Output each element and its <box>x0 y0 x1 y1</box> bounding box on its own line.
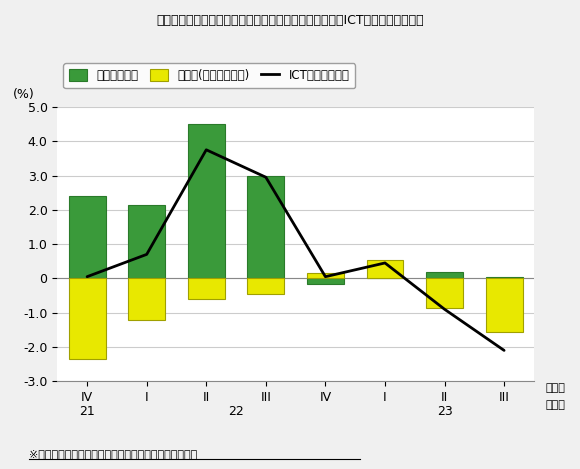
Bar <box>426 272 463 279</box>
Bar <box>188 279 224 299</box>
Y-axis label: (%): (%) <box>13 89 35 101</box>
Text: 機械受注（民需、除く船舶・電力・携帯電話）に占めるICT関連機種の寄与度: 機械受注（民需、除く船舶・電力・携帯電話）に占めるICT関連機種の寄与度 <box>156 14 424 27</box>
Text: （期）: （期） <box>546 383 566 393</box>
Bar <box>426 279 463 308</box>
Text: （年）: （年） <box>546 400 566 410</box>
Bar <box>485 279 523 332</box>
Bar <box>307 273 344 279</box>
Bar <box>307 279 344 284</box>
Text: ※ここでいう設備投資は機械受注統計で代用している。: ※ここでいう設備投資は機械受注統計で代用している。 <box>29 449 197 459</box>
Bar <box>485 277 523 279</box>
Text: 21: 21 <box>79 405 95 418</box>
Legend: 電子計算機等, 通信機(除く携帯電話), ICT関連設備投資: 電子計算機等, 通信機(除く携帯電話), ICT関連設備投資 <box>63 63 355 88</box>
Bar <box>128 204 165 279</box>
Bar <box>247 279 284 294</box>
Bar <box>367 259 404 279</box>
Text: 23: 23 <box>437 405 452 418</box>
Bar <box>68 196 106 279</box>
Bar <box>128 279 165 319</box>
Text: 22: 22 <box>228 405 244 418</box>
Bar <box>247 175 284 279</box>
Bar <box>188 124 224 279</box>
Bar <box>367 277 404 279</box>
Bar <box>68 279 106 359</box>
